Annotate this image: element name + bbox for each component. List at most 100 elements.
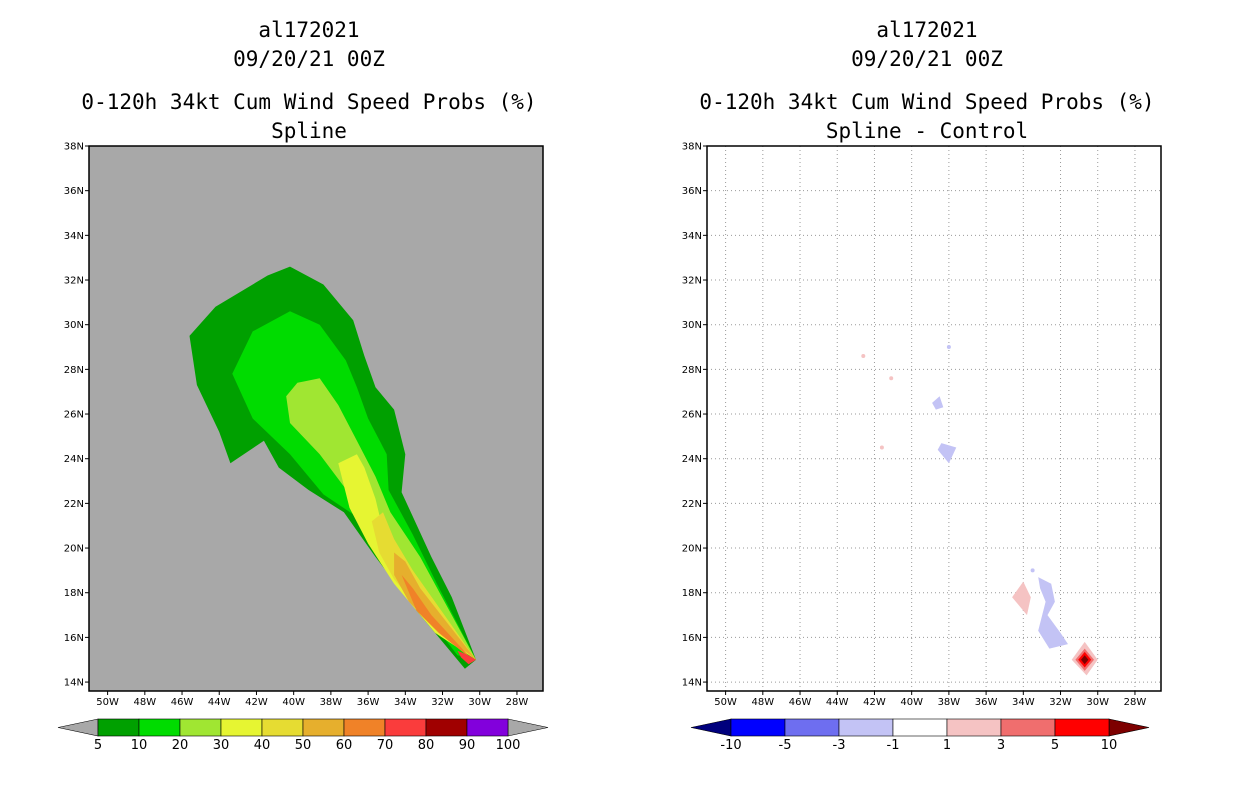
x-tick-label: 32W — [1049, 697, 1072, 708]
contour-dot-neg1 — [946, 345, 951, 350]
contour-dot-1 — [861, 353, 866, 358]
colorbar-swatch — [261, 718, 304, 737]
colorbar-swatch — [784, 718, 840, 737]
y-tick-label: 28N — [682, 365, 702, 376]
x-tick-label: 36W — [357, 697, 380, 708]
y-tick-label: 14N — [682, 678, 702, 689]
colorbar-arrow-low — [57, 718, 99, 737]
x-tick-label: 28W — [1124, 697, 1147, 708]
x-tick-label: 42W — [245, 697, 268, 708]
colorbar-label: 60 — [336, 738, 353, 753]
colorbar-label: -1 — [887, 738, 900, 753]
left-storm-id: al172021 — [258, 18, 360, 42]
x-tick-label: 36W — [975, 697, 998, 708]
colorbar-swatch — [302, 718, 345, 737]
x-tick-label: 44W — [208, 697, 231, 708]
colorbar-swatch — [179, 718, 222, 737]
contour-fill-50 — [394, 552, 476, 660]
right-product-title: 0-120h 34kt Cum Wind Speed Probs (%) — [699, 90, 1155, 114]
contour-dot-1 — [879, 445, 884, 450]
y-tick-label: 32N — [682, 276, 702, 287]
x-tick-label: 32W — [431, 697, 454, 708]
y-tick-label: 18N — [64, 588, 84, 599]
colorbar-label: 100 — [496, 738, 521, 753]
right-map-panel: 50W 48W 46W 44W 42W 40W 38W 36W 34W 32W 30W 28W 14N 1… — [682, 142, 1162, 708]
x-tick-label: 46W — [789, 697, 812, 708]
y-tick-label: 28N — [64, 365, 84, 376]
contour-fill-neg1 — [932, 396, 944, 410]
contour-fill-70 — [457, 650, 476, 665]
left-colorbar: 5 10 20 30 40 50 60 70 80 90 100 — [57, 718, 549, 753]
colorbar-label: -3 — [833, 738, 846, 753]
colorbar-label: 30 — [213, 738, 230, 753]
y-tick-label: 36N — [682, 186, 702, 197]
colorbar-label: 40 — [254, 738, 271, 753]
colorbar-label: 20 — [172, 738, 189, 753]
colorbar-label: 10 — [1101, 738, 1118, 753]
x-tick-label: 38W — [938, 697, 961, 708]
y-tick-label: 20N — [64, 544, 84, 555]
y-tick-label: 20N — [682, 544, 702, 555]
colorbar-swatch — [466, 718, 509, 737]
colorbar-swatch — [946, 718, 1002, 737]
contour-fill-1 — [1012, 581, 1031, 616]
colorbar-arrow-high — [1108, 718, 1150, 737]
colorbar-label: -10 — [720, 738, 741, 753]
colorbar-swatch — [343, 718, 386, 737]
left-panel-subtitle: Spline — [271, 119, 347, 143]
contour-dot-neg1 — [1030, 568, 1035, 573]
colorbar-label: 1 — [943, 738, 951, 753]
colorbar-swatch — [138, 718, 181, 737]
x-tick-label: 46W — [171, 697, 194, 708]
map-background — [707, 146, 1161, 691]
y-tick-label: 38N — [682, 142, 702, 153]
x-tick-label: 34W — [1012, 697, 1035, 708]
y-tick-label: 24N — [64, 454, 84, 465]
right-timestamp: 09/20/21 00Z — [851, 47, 1003, 71]
colorbar-swatch — [838, 718, 894, 737]
x-tick-label: 44W — [826, 697, 849, 708]
colorbar-label: 80 — [418, 738, 435, 753]
map-frame — [88, 145, 544, 692]
contour-fill-60 — [401, 574, 473, 660]
x-tick-label: 48W — [752, 697, 775, 708]
y-tick-label: 34N — [682, 231, 702, 242]
left-timestamp: 09/20/21 00Z — [233, 47, 385, 71]
x-tick-label: 50W — [96, 697, 119, 708]
y-tick-label: 16N — [682, 633, 702, 644]
colorbar-label: 5 — [94, 738, 102, 753]
colorbar-swatch — [425, 718, 468, 737]
right-colorbar: -10 -5 -3 -1 1 3 5 10 — [690, 718, 1150, 753]
right-panel-title: al172021 09/20/21 00Z 0-120h 34kt Cum Wi… — [627, 16, 1227, 146]
y-tick-label: 30N — [682, 320, 702, 331]
y-tick-label: 18N — [682, 588, 702, 599]
colorbar-swatch — [384, 718, 427, 737]
y-tick-label: 22N — [682, 499, 702, 510]
left-panel-title: al172021 09/20/21 00Z 0-120h 34kt Cum Wi… — [9, 16, 609, 146]
y-tick-label: 36N — [64, 186, 84, 197]
colorbar-swatch — [1000, 718, 1056, 737]
contour-dot-1 — [889, 376, 894, 381]
colorbar-swatch — [1054, 718, 1110, 737]
y-tick-label: 26N — [682, 410, 702, 421]
map-frame — [706, 145, 1162, 692]
y-tick-label: 22N — [64, 499, 84, 510]
colorbar-label: 10 — [131, 738, 148, 753]
colorbar-arrow-low — [690, 718, 732, 737]
colorbar-swatch — [97, 718, 140, 737]
y-tick-label: 34N — [64, 231, 84, 242]
colorbar-label: -5 — [779, 738, 792, 753]
y-tick-label: 30N — [64, 320, 84, 331]
left-map-panel: 50W 48W 46W 44W 42W 40W 38W 36W 34W 32W 30W 28W 14N 1… — [64, 142, 544, 708]
colorbar-label: 50 — [295, 738, 312, 753]
x-tick-label: 42W — [863, 697, 886, 708]
colorbar-swatch — [892, 718, 948, 737]
colorbar-label: 90 — [459, 738, 476, 753]
y-tick-label: 38N — [64, 142, 84, 153]
colorbar-label: 70 — [377, 738, 394, 753]
contour-fill-neg1 — [1038, 577, 1068, 649]
x-tick-label: 28W — [506, 697, 529, 708]
y-tick-label: 16N — [64, 633, 84, 644]
contour-fill-neg1 — [937, 443, 957, 464]
